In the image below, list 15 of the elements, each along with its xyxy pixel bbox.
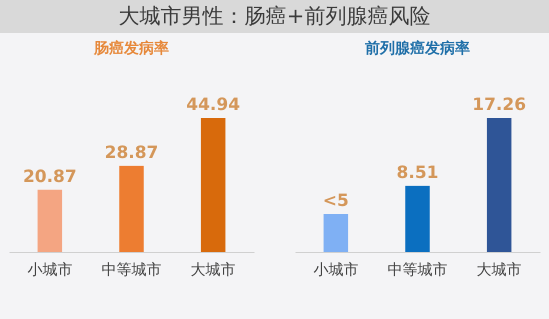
- x-tick-label: 小城市: [313, 260, 358, 278]
- chart-subtitle: 肠癌发病率: [93, 39, 169, 57]
- data-label: 8.51: [396, 162, 438, 183]
- chart-title: 大城市男性：肠癌+前列腺癌风险: [0, 0, 549, 33]
- data-label: 44.94: [186, 95, 240, 115]
- data-label: 20.87: [22, 166, 77, 187]
- data-label: 17.26: [472, 95, 526, 115]
- x-tick-label: 大城市: [190, 260, 236, 278]
- x-tick-label: 中等城市: [388, 260, 448, 278]
- x-tick-label: 大城市: [476, 260, 522, 278]
- x-tick-label: 中等城市: [102, 260, 162, 278]
- data-label: 28.87: [104, 142, 158, 163]
- data-label: <5: [322, 190, 349, 211]
- x-tick-label: 小城市: [27, 260, 72, 278]
- chart-subtitle: 前列腺癌发病率: [364, 39, 470, 57]
